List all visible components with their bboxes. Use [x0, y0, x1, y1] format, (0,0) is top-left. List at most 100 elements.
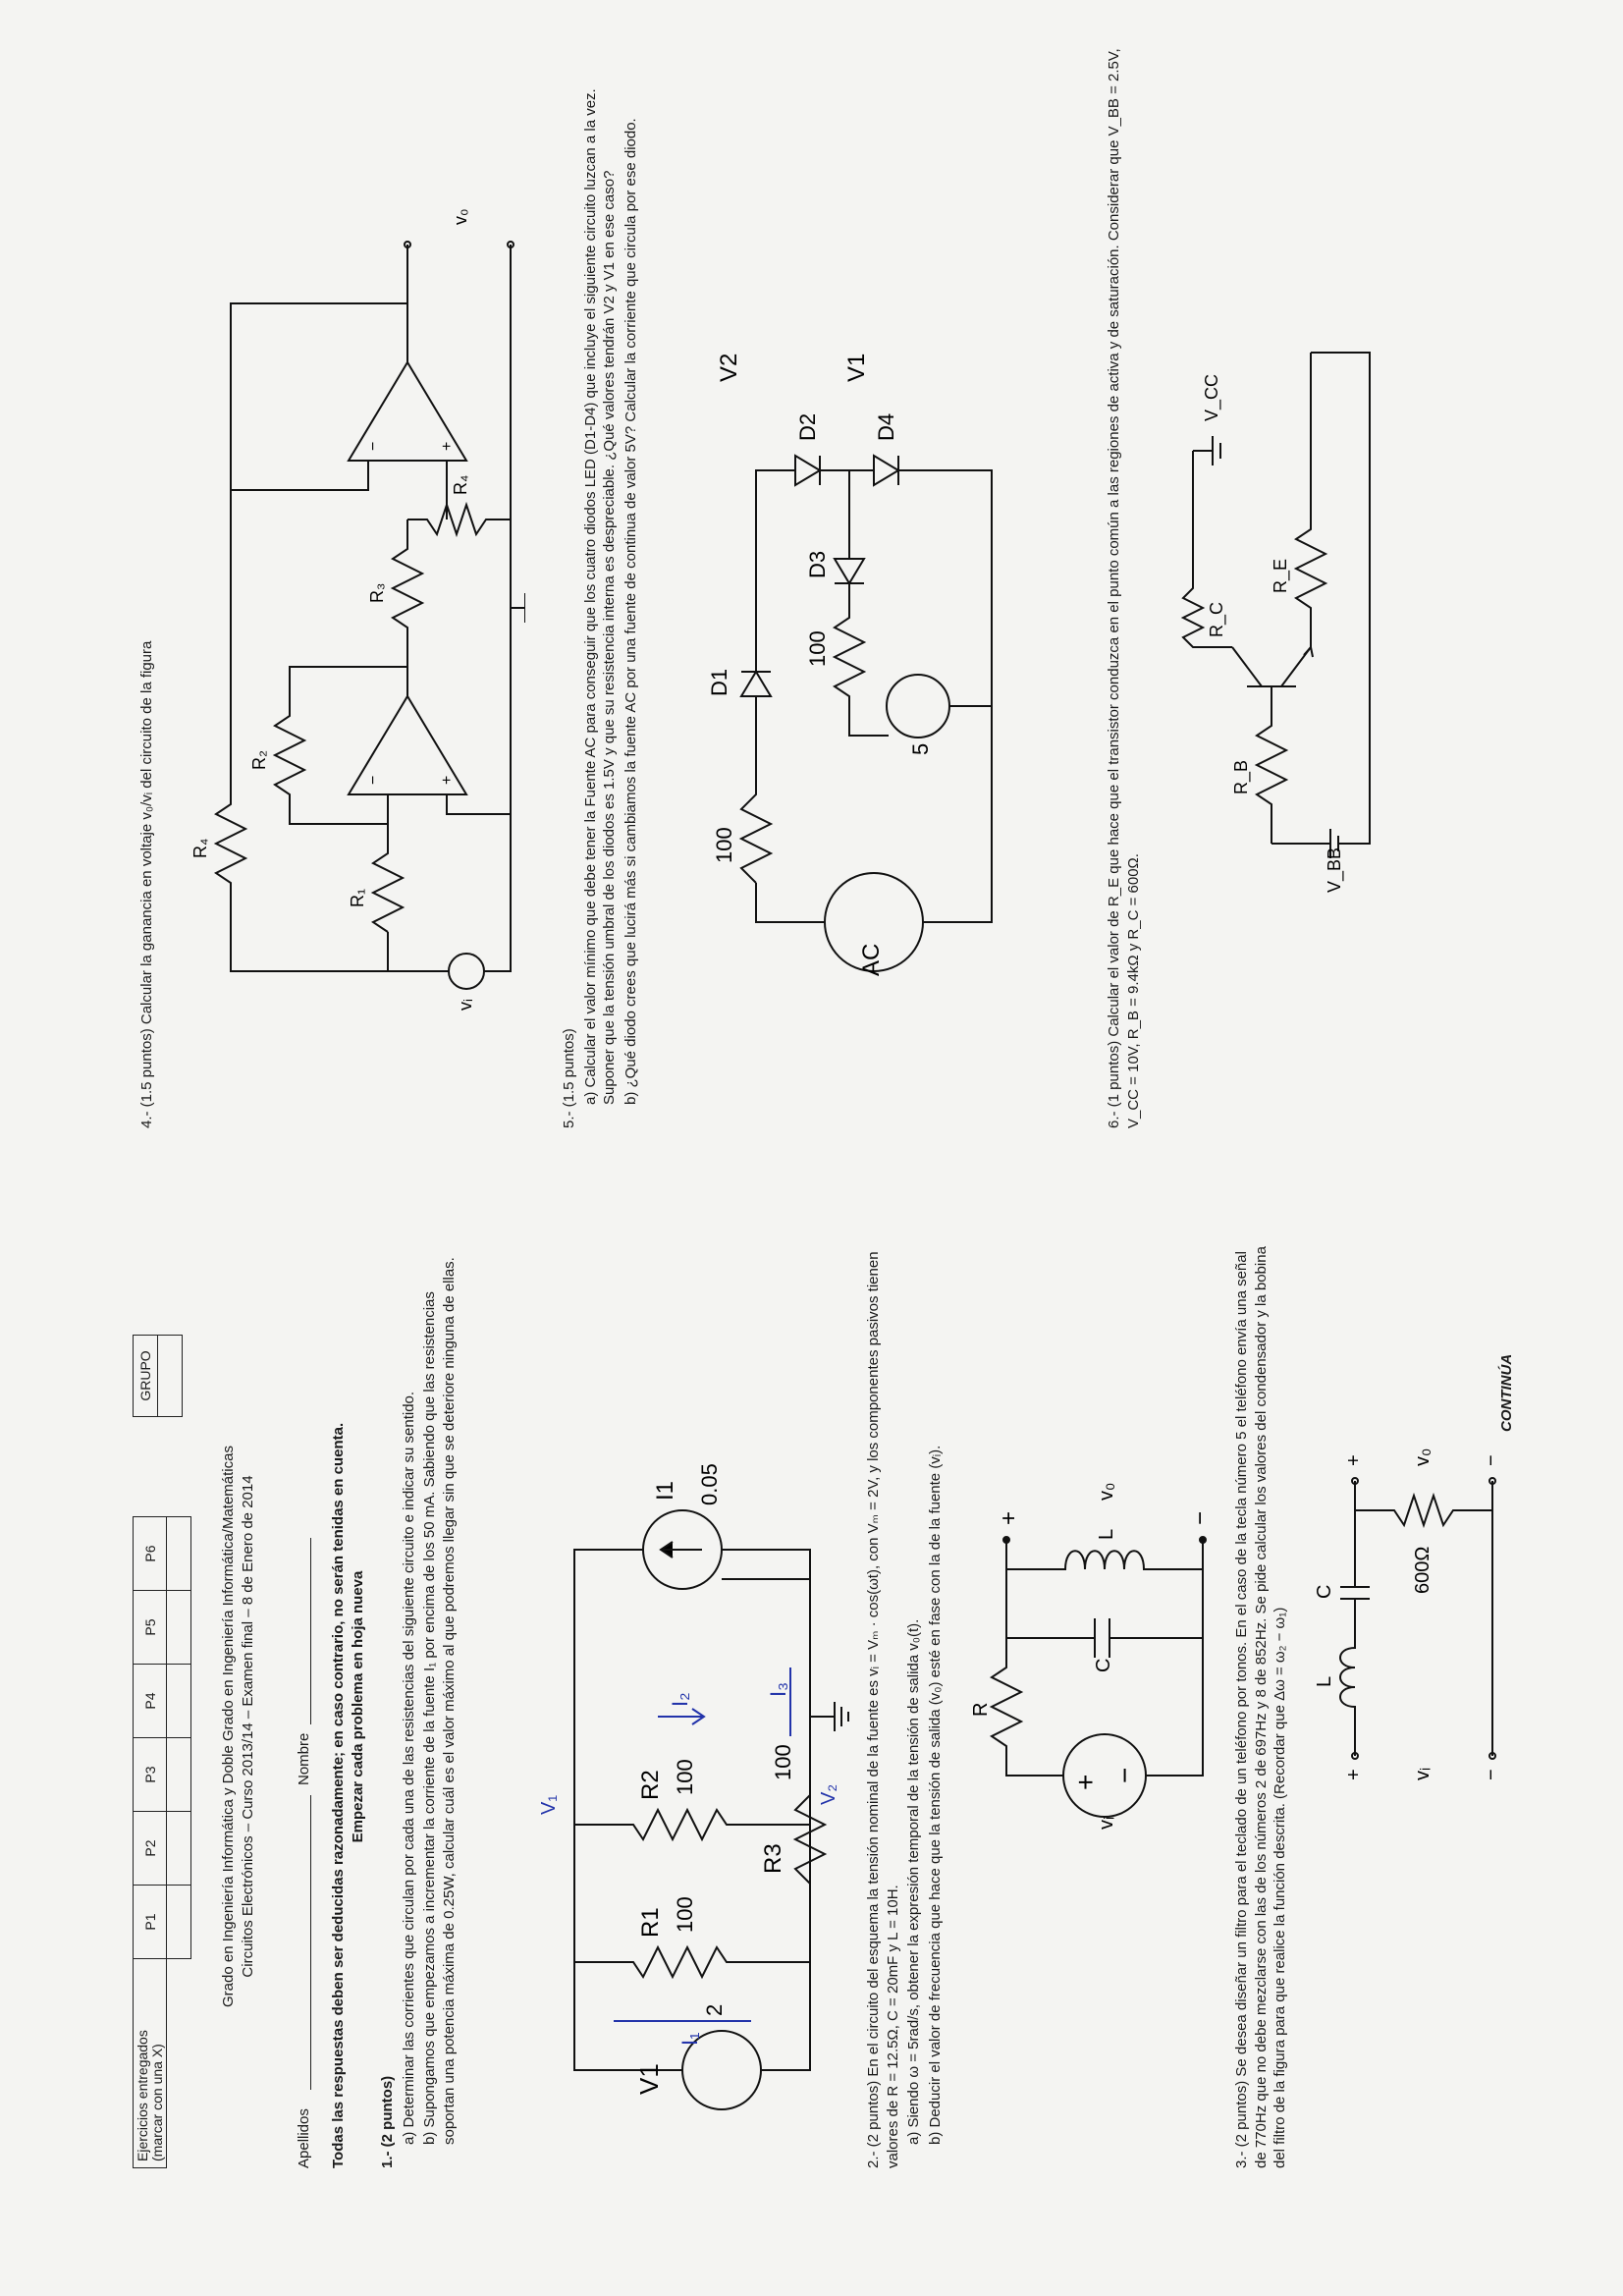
vcc-label: V_CC	[1202, 374, 1222, 421]
col-p5: P5	[133, 1590, 167, 1665]
p2-a: a) Siendo ω = 5rad/s, obtener la expresi…	[905, 1618, 922, 2145]
header-table: Ejercicios entregados (marcar con una X)…	[133, 1516, 191, 2168]
col-p3: P3	[133, 1737, 167, 1812]
svg-text:+: +	[439, 776, 456, 785]
vo-label: v₀	[451, 209, 470, 225]
col-p4: P4	[133, 1664, 167, 1738]
circuit-6: V_BB R_B R_C R_E V_CC	[1180, 352, 1371, 893]
i1-label: I1	[652, 1481, 678, 1501]
circuit-4: − + − + vᵢ R₁ R₂ R₃ R₄ R₄ v₀	[190, 209, 525, 1011]
rc-label: R_C	[1207, 602, 1227, 637]
problem-3: 3.- (2 puntos) Se desea diseñar un filtr…	[1233, 1246, 1288, 2168]
col-p1: P1	[133, 1885, 167, 1959]
r1-value: 100	[673, 1896, 697, 1933]
r100-mid: 100	[805, 630, 830, 667]
i1-value: 0.05	[697, 1463, 722, 1505]
circuit-5: AC 100 100 5 D1 D2 D3 D4 V2 V1	[707, 354, 993, 976]
vi-plus: +	[1070, 1775, 1101, 1790]
nombre-field[interactable]	[310, 1538, 311, 1724]
p1-a: a) Determinar las corrientes que circula…	[400, 1391, 417, 2145]
grupo-field[interactable]	[157, 1335, 183, 1417]
d4-label: D4	[874, 413, 898, 441]
p1-b: b) Supongamos que empezamos a incrementa…	[421, 1257, 458, 2145]
p2-intro: 2.- (2 puntos) En el circuito del esquem…	[865, 1251, 901, 2168]
r2-value: 100	[673, 1759, 697, 1795]
p1-title: 1.- (2 puntos)	[379, 2075, 396, 2168]
check-p5[interactable]	[166, 1590, 191, 1665]
v1-value: 2	[702, 2004, 727, 2016]
problem-6: 6.- (1 puntos) Calcular el valor de R_E …	[1106, 48, 1142, 1128]
p5-title: 5.- (1.5 puntos)	[561, 1028, 577, 1128]
l-label: L	[1096, 1529, 1117, 1540]
r3-label: R₃	[367, 583, 387, 603]
vo-label: v₀	[1412, 1449, 1434, 1466]
c-label: C	[1093, 1659, 1114, 1672]
re-label: R_E	[1271, 559, 1291, 593]
d2-label: D2	[795, 413, 820, 441]
grupo-label: GRUPO	[133, 1335, 158, 1417]
title-line-1: Grado en Ingeniería Informática y Doble …	[220, 1446, 237, 2007]
svg-text:+: +	[439, 442, 456, 451]
entregados-label: Ejercicios entregados	[135, 2030, 150, 2161]
hand-v1: V₁	[538, 1795, 560, 1815]
r2-label: R2	[637, 1770, 664, 1800]
circuit-3: + − vᵢ L C 600Ω + v₀ −	[1316, 1449, 1502, 1780]
check-p4[interactable]	[166, 1664, 191, 1738]
vo-minus: −	[1187, 1511, 1214, 1525]
v1-label: V1	[634, 2063, 664, 2095]
p2-b: b) Deducir el valor de frecuencia que ha…	[926, 1445, 944, 2145]
check-p1[interactable]	[166, 1885, 191, 1959]
apellidos-field[interactable]	[310, 1795, 311, 2090]
problem-1: 1.- (2 puntos) a) Determinar las corrien…	[378, 1255, 460, 2168]
vbb-label: V_BB	[1325, 847, 1345, 893]
rb-label: R_B	[1231, 760, 1252, 794]
ac-label: AC	[858, 944, 885, 976]
vi-minus: −	[1109, 1768, 1140, 1783]
p5-a: a) Calcular el valor mínimo que debe ten…	[581, 88, 619, 1105]
r2-label: R₂	[249, 750, 269, 770]
entregados-sub: (marcar con una X)	[148, 2044, 165, 2161]
v2-label: V2	[716, 354, 742, 382]
vi-minus: −	[1481, 1769, 1502, 1780]
r1-label: R1	[637, 1907, 664, 1938]
grupo-box: GRUPO	[133, 1335, 183, 1417]
v1-label: V1	[843, 354, 870, 382]
r-label: 600Ω	[1412, 1547, 1434, 1594]
d3-label: D3	[805, 551, 830, 578]
apellidos-label: Apellidos	[296, 2108, 312, 2168]
svg-text:−: −	[365, 776, 382, 785]
r1-label: R₁	[348, 889, 367, 907]
problem-4: 4.- (1.5 puntos) Calcular la ganancia en…	[138, 640, 155, 1128]
svg-text:−: −	[365, 442, 382, 451]
nombre-label: Nombre	[296, 1732, 312, 1785]
d1-label: D1	[707, 669, 731, 696]
col-p6: P6	[133, 1516, 167, 1591]
vi-label: vᵢ	[456, 999, 475, 1011]
vi-label: vᵢ	[1096, 1817, 1117, 1830]
circuit-1: V1 2 R1 100 R3 100 R2 100 I1 0.05 I₁ I₂ …	[538, 1463, 849, 2110]
instructions-2: Empezar cada problema en hoja nueva	[350, 1570, 366, 1843]
instructions-1: Todas las respuestas deben ser deducidas…	[330, 1422, 347, 2168]
continua-label: CONTINÚA	[1498, 1353, 1515, 1432]
r4-label: R₄	[451, 475, 470, 495]
right-page: 4.- (1.5 puntos) Calcular la ganancia en…	[138, 48, 1371, 1128]
check-p2[interactable]	[166, 1811, 191, 1886]
check-p3[interactable]	[166, 1737, 191, 1812]
r3-value: 100	[771, 1744, 795, 1780]
r100-top: 100	[712, 827, 736, 863]
r-label: R	[970, 1703, 992, 1717]
problem-2: 2.- (2 puntos) En el circuito del esquem…	[864, 1245, 947, 2168]
vi-label: vᵢ	[1412, 1768, 1434, 1780]
col-p2: P2	[133, 1811, 167, 1886]
src5-label: 5	[908, 743, 933, 755]
vo-plus: +	[1343, 1454, 1365, 1466]
hand-v2: V₂	[818, 1784, 839, 1805]
vo-label: v₀	[1096, 1483, 1117, 1501]
r3-label: R3	[760, 1843, 786, 1874]
vo-minus: −	[1481, 1454, 1502, 1466]
r4-top-label: R₄	[190, 839, 210, 858]
c-label: C	[1316, 1585, 1335, 1599]
vi-plus: +	[1343, 1769, 1365, 1780]
check-p6[interactable]	[166, 1516, 191, 1591]
